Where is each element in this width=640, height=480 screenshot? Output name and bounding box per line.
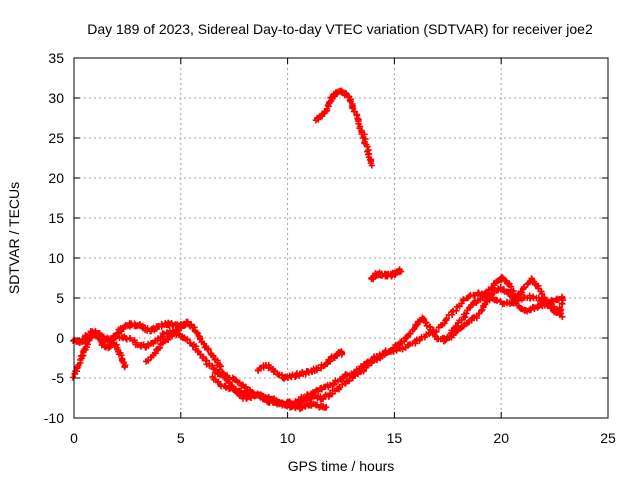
data-point xyxy=(222,382,229,390)
y-tick-label: 20 xyxy=(48,170,64,186)
data-point xyxy=(396,266,403,273)
data-point xyxy=(104,338,111,346)
grid xyxy=(74,58,608,418)
series-trace-8 xyxy=(254,348,346,382)
data-point xyxy=(559,313,566,321)
x-tick-label: 15 xyxy=(387,430,403,446)
data-point xyxy=(225,384,233,391)
y-tick-label: 5 xyxy=(56,290,64,306)
data-point xyxy=(326,357,334,365)
data-point xyxy=(322,403,330,411)
data-point xyxy=(272,397,280,404)
data-point xyxy=(349,105,357,112)
data-point xyxy=(338,349,346,356)
series-trace-10 xyxy=(368,266,405,283)
data-point xyxy=(219,369,227,377)
y-tick-label: 15 xyxy=(48,210,64,226)
data-point xyxy=(429,328,437,335)
data-point xyxy=(538,290,546,298)
x-tick-label: 0 xyxy=(70,430,78,446)
y-tick-label: -10 xyxy=(44,410,64,426)
data-point xyxy=(217,363,225,370)
y-tick-label: -5 xyxy=(52,370,65,386)
data-point xyxy=(330,380,338,388)
data-point xyxy=(96,330,103,338)
y-tick-label: 10 xyxy=(48,250,64,266)
data-point xyxy=(531,305,538,313)
data-point xyxy=(453,307,460,315)
y-tick-label: 35 xyxy=(48,50,64,66)
data-point xyxy=(368,162,376,169)
data-point xyxy=(369,356,376,364)
data-point xyxy=(407,330,414,337)
data-point xyxy=(304,391,312,398)
x-tick-label: 10 xyxy=(280,430,296,446)
data-point xyxy=(200,353,207,361)
data-point xyxy=(478,307,485,315)
data-point xyxy=(463,310,470,317)
data-point xyxy=(156,344,164,352)
data-point xyxy=(361,131,368,138)
x-tick-label: 5 xyxy=(177,430,185,446)
series-trace-7 xyxy=(440,284,566,345)
data-point xyxy=(520,284,527,291)
y-tick-label: 30 xyxy=(48,90,64,106)
data-point xyxy=(121,363,128,371)
x-tick-label: 20 xyxy=(493,430,509,446)
data-point xyxy=(196,335,204,342)
series-trace-5 xyxy=(209,289,566,409)
data-point xyxy=(376,351,383,358)
y-tick-label: 0 xyxy=(56,330,64,346)
axis-ticks: 0 5 10 15 20 25 -10 -5 0 5 10 15 20 25 30 35 xyxy=(44,50,616,446)
x-axis-label: GPS time / hours xyxy=(288,458,395,474)
data-point xyxy=(69,374,77,381)
data-points xyxy=(69,87,567,413)
y-tick-label: 25 xyxy=(48,130,64,146)
data-point xyxy=(460,296,467,303)
data-point xyxy=(484,289,491,296)
plot-frame xyxy=(73,57,609,419)
data-point xyxy=(443,315,450,322)
data-point xyxy=(158,322,165,330)
chart-title: Day 189 of 2023, Sidereal Day-to-day VTE… xyxy=(87,21,593,37)
data-point xyxy=(199,354,206,362)
data-point xyxy=(205,346,212,353)
data-point xyxy=(400,338,408,345)
y-axis-label: SDTVAR / TECUs xyxy=(6,182,22,294)
data-point xyxy=(518,289,526,296)
series-trace-9 xyxy=(312,87,376,169)
data-point xyxy=(558,293,566,301)
data-point xyxy=(292,399,299,407)
data-point xyxy=(556,304,563,312)
data-point xyxy=(108,337,116,345)
x-tick-label: 25 xyxy=(600,430,616,446)
